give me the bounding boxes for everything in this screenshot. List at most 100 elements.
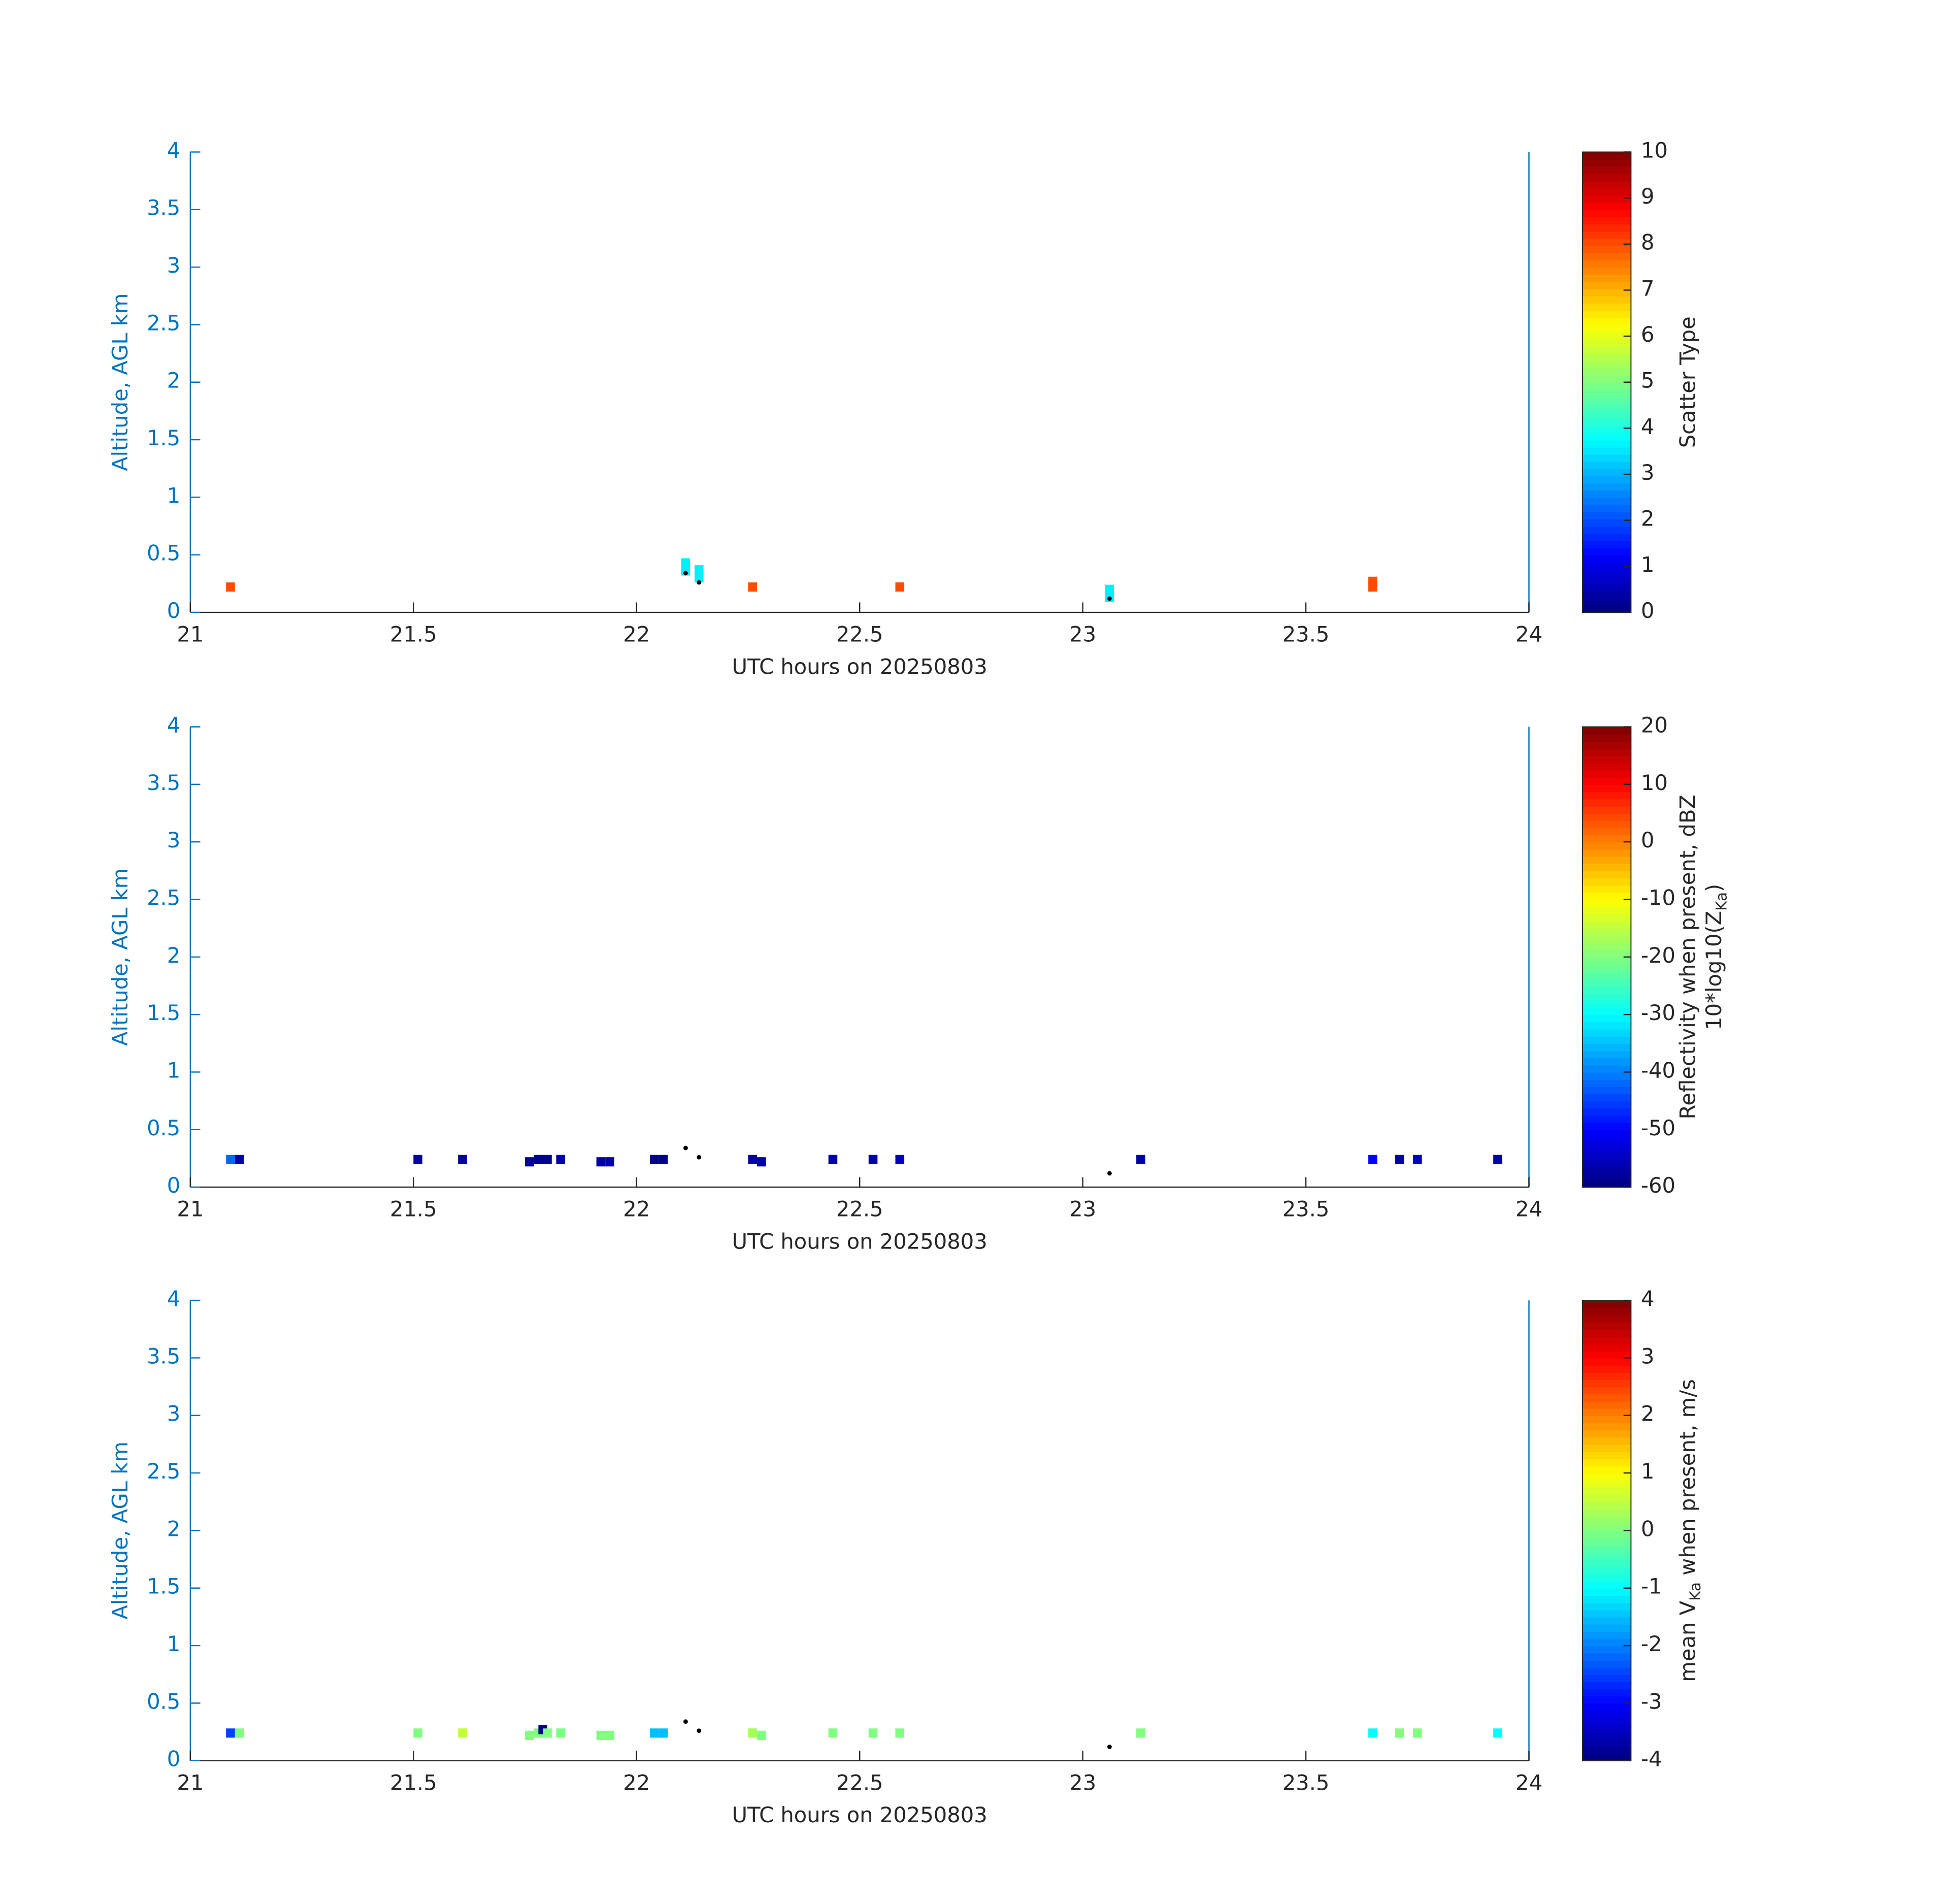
- colorbar-swatch: [1582, 906, 1631, 915]
- colorbar-swatch: [1582, 1638, 1631, 1647]
- colorbar-swatch: [1582, 1703, 1631, 1711]
- colorbar-swatch: [1582, 1372, 1631, 1381]
- colorbar-swatch: [1582, 921, 1631, 929]
- colorbar-swatch: [1582, 281, 1631, 289]
- colorbar-swatch: [1582, 360, 1631, 369]
- colorbar-swatch: [1582, 1501, 1631, 1510]
- colorbar-swatch: [1582, 397, 1631, 405]
- x-tick-label: 21: [177, 622, 204, 647]
- colorbar-swatch: [1582, 296, 1631, 304]
- cell: [556, 1155, 566, 1164]
- colorbar-swatch: [1582, 1144, 1631, 1152]
- colorbar-swatch: [1582, 1101, 1631, 1109]
- colorbar-swatch: [1582, 834, 1631, 843]
- colorbar-swatch: [1582, 252, 1631, 261]
- y-tick-label: 2: [167, 943, 181, 968]
- cell: [534, 1155, 543, 1164]
- y-tick-label: 1: [167, 1631, 181, 1656]
- colorbar-swatch: [1582, 1724, 1631, 1733]
- y-tick-label: 3: [167, 828, 181, 852]
- colorbar-label-part: Ka: [1713, 892, 1730, 911]
- colorbar-swatch: [1582, 547, 1631, 555]
- y-tick-label: 0.5: [147, 541, 180, 566]
- cell: [525, 1157, 534, 1167]
- colorbar-swatch: [1582, 1022, 1631, 1030]
- cell: [659, 1728, 668, 1738]
- colorbar-swatch: [1582, 885, 1631, 893]
- colorbar-tick-label: -20: [1641, 943, 1675, 968]
- cell: [226, 1728, 235, 1738]
- cell: [458, 1155, 467, 1164]
- colorbar-swatch: [1582, 216, 1631, 225]
- colorbar-swatch: [1582, 468, 1631, 477]
- colorbar-swatch: [1582, 231, 1631, 239]
- colorbar-swatch: [1582, 1151, 1631, 1159]
- colorbar-swatch: [1582, 209, 1631, 218]
- cell: [596, 1157, 606, 1167]
- cell: [895, 582, 905, 592]
- cell: [596, 1730, 606, 1740]
- point: [1107, 1171, 1112, 1176]
- colorbar-swatch: [1582, 820, 1631, 829]
- colorbar-swatch: [1582, 425, 1631, 434]
- colorbar-swatch: [1582, 1050, 1631, 1059]
- colorbar-label: Reflectivity when present, dBZ: [1675, 795, 1700, 1120]
- colorbar-swatch: [1582, 1523, 1631, 1531]
- colorbar-swatch: [1582, 1696, 1631, 1704]
- colorbar-swatch: [1582, 202, 1631, 210]
- y-tick-label: 0: [167, 1747, 181, 1771]
- x-tick-label: 21.5: [390, 622, 437, 647]
- colorbar-swatch: [1582, 181, 1631, 189]
- colorbar-swatch: [1582, 1602, 1631, 1611]
- colorbar-tick-label: 6: [1641, 322, 1655, 347]
- colorbar-swatch: [1582, 1179, 1631, 1188]
- y-tick-label: 4: [167, 138, 181, 162]
- y-tick-label: 3: [167, 253, 181, 278]
- colorbar-label-part: Reflectivity when present, dBZ: [1675, 795, 1700, 1120]
- cell: [828, 1155, 838, 1164]
- colorbar-swatch: [1582, 1660, 1631, 1668]
- cell: [1493, 1155, 1502, 1164]
- colorbar-swatch: [1582, 971, 1631, 979]
- cell: [1105, 584, 1114, 594]
- colorbar-label-part: when present, m/s: [1675, 1379, 1700, 1582]
- colorbar-swatch: [1582, 1559, 1631, 1567]
- colorbar-swatch: [1582, 411, 1631, 419]
- cell: [757, 1157, 766, 1167]
- colorbar-swatch: [1582, 842, 1631, 850]
- cell: [605, 1157, 614, 1167]
- colorbar-swatch: [1582, 1007, 1631, 1015]
- colorbar-swatch: [1582, 562, 1631, 570]
- colorbar-tick-label: -1: [1641, 1574, 1662, 1599]
- cell: [1395, 1728, 1404, 1738]
- y-axis-label: Altitude, AGL km: [108, 1441, 133, 1619]
- colorbar-swatch: [1582, 1336, 1631, 1344]
- colorbar-swatch: [1582, 1646, 1631, 1654]
- colorbar-swatch: [1582, 368, 1631, 376]
- colorbar-swatch: [1582, 1465, 1631, 1474]
- colorbar-swatch: [1582, 447, 1631, 455]
- colorbar-swatch: [1582, 511, 1631, 520]
- colorbar-swatch: [1582, 813, 1631, 821]
- colorbar-swatch: [1582, 554, 1631, 563]
- colorbar-tick-label: 0: [1641, 828, 1655, 852]
- colorbar-swatch: [1582, 598, 1631, 606]
- colorbar-swatch: [1582, 1115, 1631, 1123]
- colorbar-swatch: [1582, 1508, 1631, 1517]
- colorbar-swatch: [1582, 942, 1631, 950]
- cell: [413, 1728, 422, 1738]
- colorbar-swatch: [1582, 1674, 1631, 1683]
- cell: [1368, 1155, 1377, 1164]
- colorbar-swatch: [1582, 346, 1631, 354]
- colorbar-swatch: [1582, 353, 1631, 362]
- colorbar-swatch: [1582, 756, 1631, 764]
- cell: [525, 1730, 534, 1740]
- colorbar-tick-label: 3: [1641, 1343, 1655, 1368]
- colorbar-swatch: [1582, 892, 1631, 900]
- y-tick-label: 1.5: [147, 1000, 180, 1025]
- colorbar-swatch: [1582, 332, 1631, 340]
- y-tick-label: 2: [167, 1516, 181, 1541]
- colorbar-tick-label: -4: [1641, 1747, 1662, 1771]
- y-tick-label: 0.5: [147, 1689, 180, 1714]
